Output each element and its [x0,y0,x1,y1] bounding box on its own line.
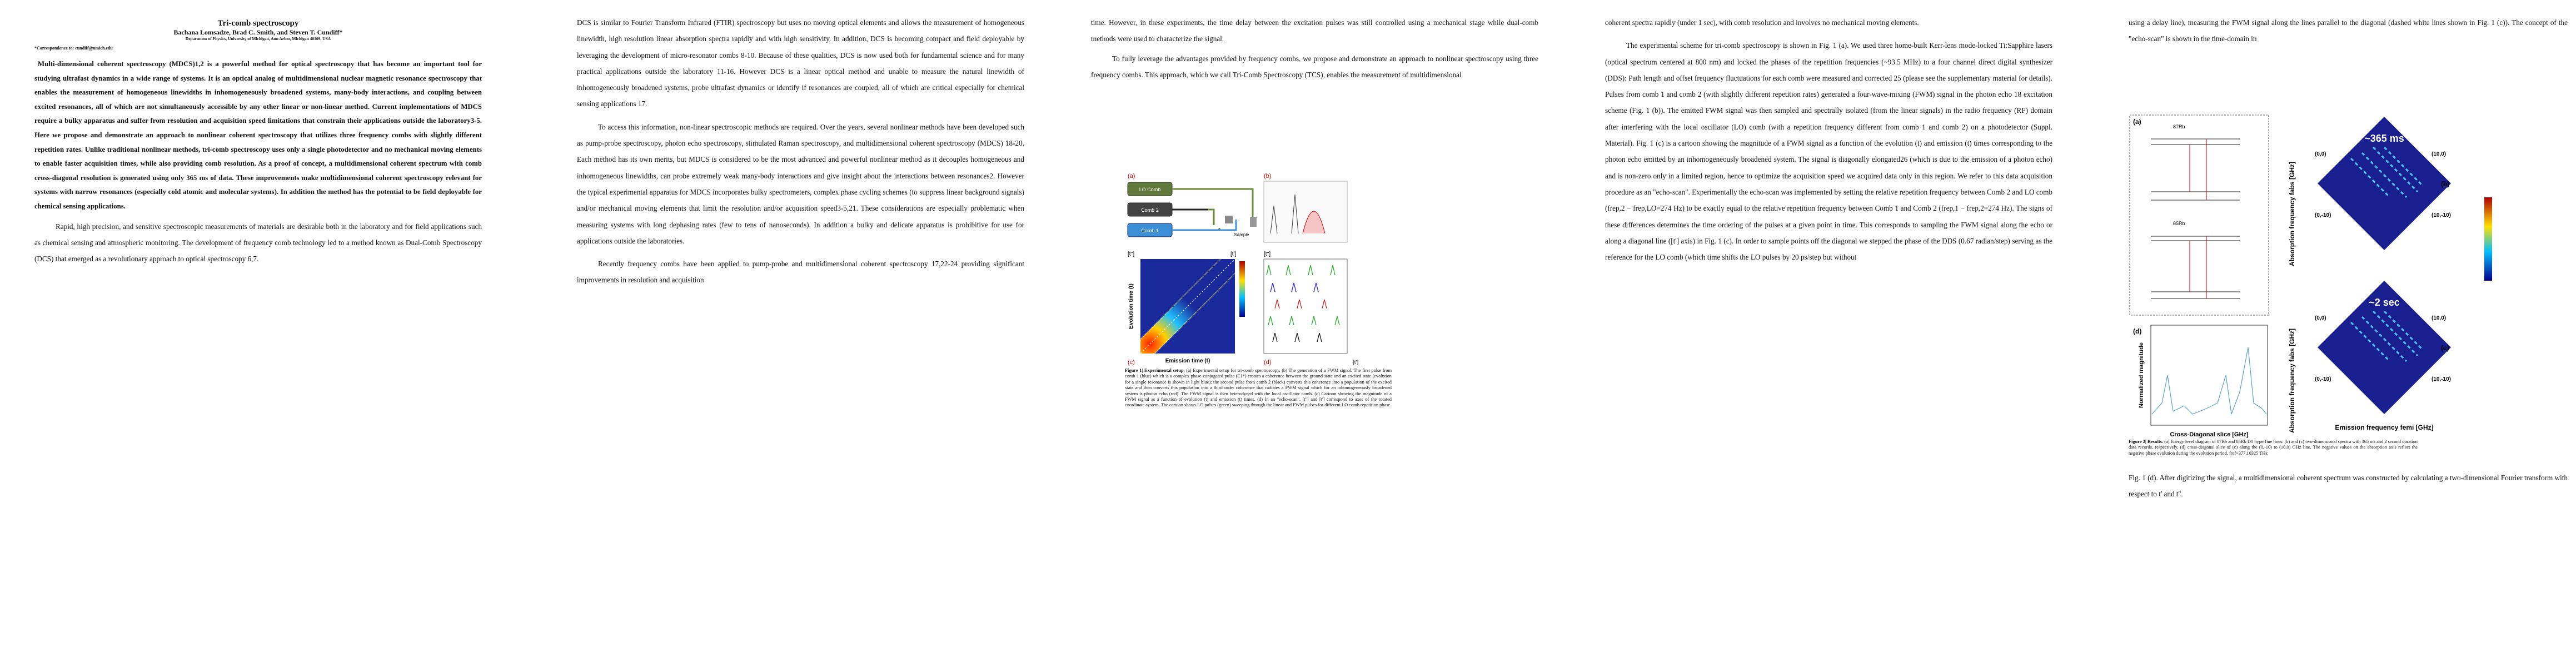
spectrum-diamond [2318,281,2451,414]
figure-1: (a) LO Comb Comb 2 Comb 1 Sample (b) [t'… [1127,173,1358,366]
y-axis-title: Evolution time (t) [1128,283,1134,329]
isotope-label: 85Rb [2173,221,2185,226]
axis-bracket: [t''] [1264,251,1270,257]
page: Tri-comb spectroscopy Bachana Lomsadze, … [0,0,515,667]
abstract: Multi-dimensional coherent spectroscopy … [34,60,482,210]
column: time. However, in these experiments, the… [1091,14,1538,83]
paragraph: time. However, in these experiments, the… [1091,18,1538,43]
corner-label: (0,-10) [2315,212,2331,218]
axis-bracket: [t'] [1353,360,1358,366]
paragraph: Fig. 1 (d). After digitizing the signal,… [2129,474,2568,499]
title: Tri-comb spectroscopy [217,19,299,28]
column: coherent spectra rapidly (under 1 sec), … [1605,14,2052,265]
column: using a delay line), measuring the FWM s… [2129,14,2568,47]
column: Tri-comb spectroscopy Bachana Lomsadze, … [34,19,482,267]
panel-label: (a) [2133,118,2141,126]
column: Fig. 1 (d). After digitizing the signal,… [2129,470,2568,502]
paragraph: The experimental scheme for tri-comb spe… [1605,41,2052,262]
panel-label: (d) [1264,359,1271,366]
diagonal [1140,258,1235,354]
corner-label: (10,0) [2431,315,2446,321]
isotope-label: 87Rb [2173,124,2185,130]
level-diagram [2151,138,2240,201]
pulse-sketch [1270,194,1299,234]
x-axis-title: Emission time (t) [1165,358,1210,364]
paragraph: DCS is similar to Fourier Transform Infr… [577,18,1024,108]
authors: Bachana Lomsadze, Brad C. Smith, and Ste… [173,28,343,36]
paragraph: To fully leverage the advantages provide… [1091,54,1538,79]
slice-trace [2151,347,2267,415]
colorbar [2484,197,2492,281]
duration-label: ~2 sec [2369,297,2400,308]
corner-label: (10,-10) [2431,376,2451,382]
paragraph: Recently frequency combs have been appli… [577,260,1024,285]
laser-label: Comb 2 [1141,207,1159,213]
corner-label: (10,0) [2431,151,2446,157]
panel-label: (c) [1128,359,1135,366]
page: DCS is similar to Fourier Transform Infr… [515,0,1030,667]
corner-label: (0,0) [2315,315,2326,321]
optic [1225,216,1233,223]
paragraph: coherent spectra rapidly (under 1 sec), … [1605,18,1919,27]
panel-frame [1263,258,1348,354]
paragraph: To access this information, non-linear s… [577,122,1024,245]
y-axis-title: Normalized magnitude [2138,342,2145,408]
echo-sketch [1302,211,1326,234]
figure-caption: Figure 1| Experimental setup. (a) Experi… [1125,368,1392,409]
panel-frame [2129,115,2269,316]
page: time. However, in these experiments, the… [1030,0,1546,667]
sample-label: Sample [1234,232,1249,237]
corner-label: (0,-10) [2315,376,2331,382]
level-diagram [2151,236,2240,299]
spectrum-diamond [2318,117,2451,250]
panel-label: (a) [1128,173,1135,180]
y-axis-title: Absorption frequency fabs [GHz] [2288,328,2296,433]
affiliation: Department of Physics, University of Mic… [185,36,331,41]
paragraph: Rapid, high precision, and sensitive spe… [34,222,482,263]
colorbar [1239,261,1245,317]
diagonal [1140,258,1235,354]
correspondence: *Correspondence to: cundiff@umich.edu [34,46,113,51]
panel-label: (b) [1264,173,1271,180]
plot-frame [2150,325,2268,426]
x-axis-title: Cross-Diagonal slice [GHz] [2170,431,2249,438]
pulse-trains [1266,265,1340,342]
figure-2: (a) 87Rb 85Rb Absorption frequency fabs … [2129,115,2492,438]
caption-text: (a) Experimental setup for tri-comb spec… [1125,368,1392,408]
optic [1250,217,1257,227]
panel-label: (b) [2441,180,2449,188]
page: coherent spectra rapidly (under 1 sec), … [1546,0,2061,667]
page: using a delay line), measuring the FWM s… [2061,0,2576,667]
paragraph: using a delay line), measuring the FWM s… [2129,18,2568,43]
panel-label: (c) [2441,344,2449,352]
corner-label: (0,0) [2315,151,2326,157]
caption-title: Figure 2| Results. [2129,439,2164,444]
corner-label: (10,-10) [2431,212,2451,218]
x-axis-title: Emission frequency femi [GHz] [2335,424,2433,431]
figure-caption: Figure 2| Results. (a) Energy level diag… [2129,439,2418,456]
beam [1172,220,1237,231]
spectrum-peaks [2350,310,2424,362]
axis-bracket: [t''] [1128,251,1134,257]
caption-title: Figure 1| Experimental setup. [1125,368,1185,373]
column: DCS is similar to Fourier Transform Infr… [577,14,1024,288]
y-axis-title: Absorption frequency fabs [GHz] [2288,162,2296,266]
caption-text: (a) Energy level diagram of 87Rb and 85R… [2129,439,2418,456]
axis-bracket: [t'] [1230,251,1236,257]
spectrum-peaks [2350,146,2424,198]
duration-label: ~365 ms [2364,133,2404,144]
panel-label: (d) [2133,327,2141,335]
laser-label: LO Comb [1139,187,1161,192]
laser-label: Comb 1 [1141,228,1159,233]
